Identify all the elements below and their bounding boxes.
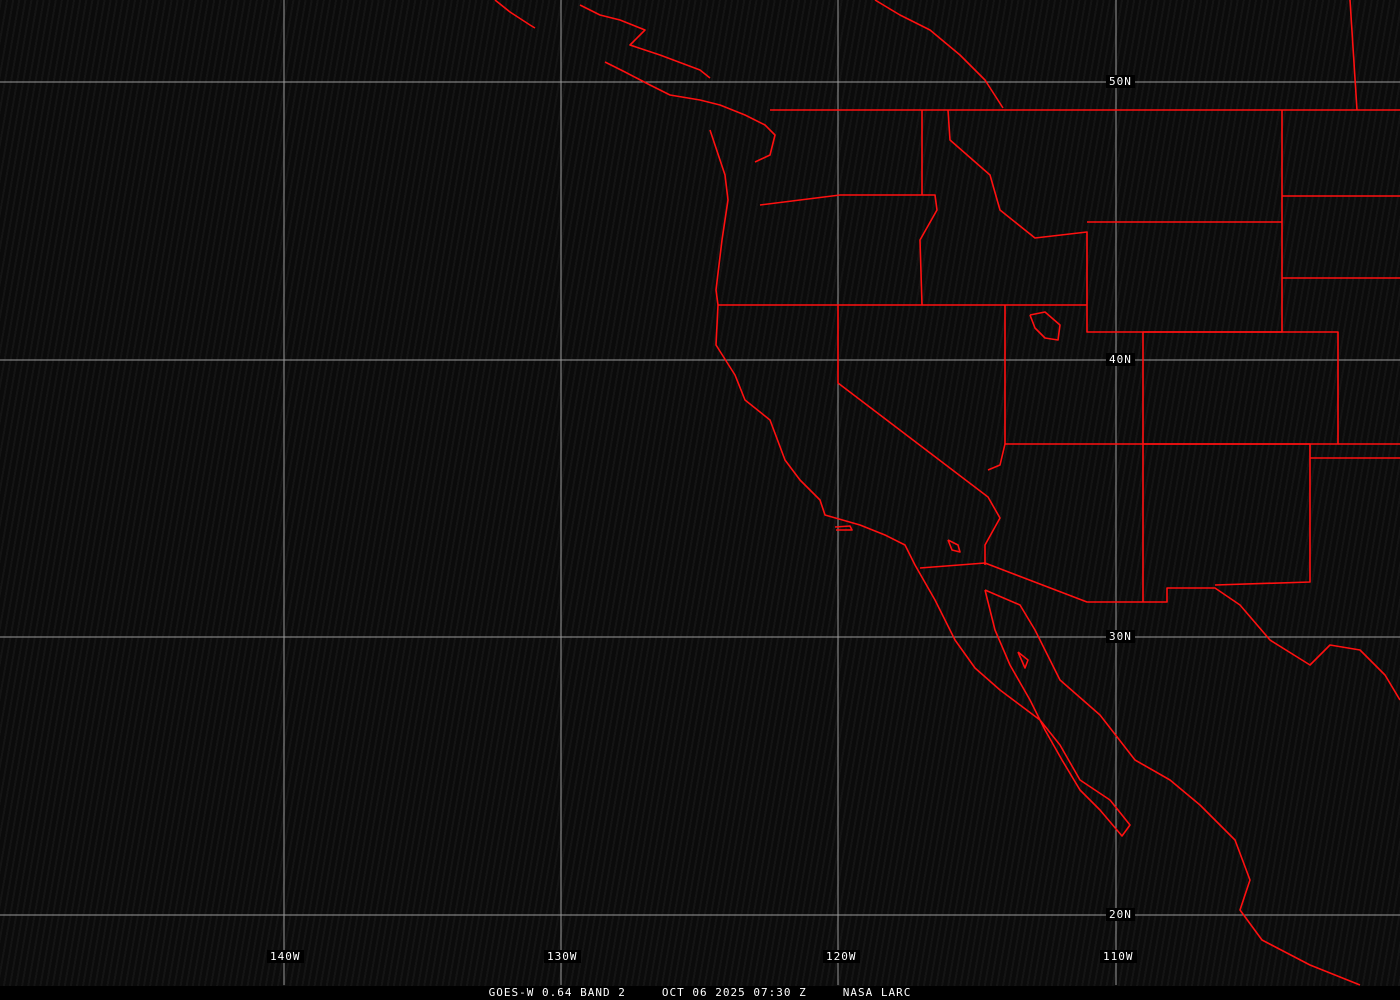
pacific-coast <box>709 129 1131 837</box>
mexico-coast <box>984 589 1361 986</box>
lat-label-30n: 30N <box>1106 630 1135 643</box>
caption-product: GOES-W 0.64 BAND 2 <box>488 986 626 999</box>
boundaries <box>494 0 1400 986</box>
lon-label-140w: 140W <box>267 950 304 963</box>
lon-label-130w: 130W <box>544 950 581 963</box>
lat-label-40n: 40N <box>1106 353 1135 366</box>
vancouver-island <box>604 61 776 163</box>
border-north-east <box>1349 0 1358 111</box>
gulf-islands <box>1017 651 1029 669</box>
lon-label-110w: 110W <box>1100 950 1137 963</box>
channel-islands <box>834 525 853 531</box>
lat-label-20n: 20N <box>1106 908 1135 921</box>
mexico-us-border <box>919 562 1400 701</box>
columbia-river-border <box>759 194 938 306</box>
california-nevada-border <box>837 305 1001 565</box>
caption-datetime: OCT 06 2025 07:30 Z <box>661 986 807 999</box>
bc-coast <box>494 0 536 29</box>
bc-islands <box>579 4 711 79</box>
new-mexico <box>1143 443 1311 586</box>
great-salt-lake <box>1029 311 1061 341</box>
canada-coast <box>874 0 1004 109</box>
caption-source: NASA LARC <box>842 986 912 999</box>
image-caption: GOES-W 0.64 BAND 2 OCT 06 2025 07:30 Z NAS… <box>0 986 1400 1000</box>
salton-sea <box>947 539 961 553</box>
idaho-east-border <box>947 109 1088 305</box>
nevada-east-border <box>987 305 1006 471</box>
lat-label-50n: 50N <box>1106 75 1135 88</box>
lon-label-120w: 120W <box>823 950 860 963</box>
colorado <box>1005 331 1339 445</box>
